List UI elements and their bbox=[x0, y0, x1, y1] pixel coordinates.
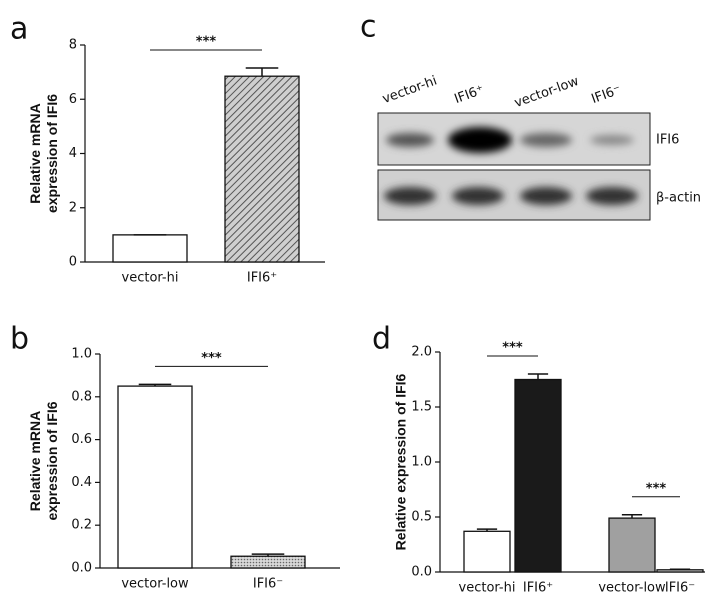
x-tick-label: vector-hi bbox=[122, 271, 179, 286]
lane-label: IFI6⁻ bbox=[589, 83, 623, 107]
bar bbox=[608, 517, 656, 573]
y-tick-label: 2 bbox=[69, 200, 77, 215]
significance-label: *** bbox=[502, 341, 523, 356]
lane-label: vector-hi bbox=[380, 73, 439, 107]
y-tick-label: 0.0 bbox=[411, 565, 432, 580]
y-axis-label: Relative expression of IFI6 bbox=[393, 373, 409, 550]
bar bbox=[117, 385, 193, 569]
x-tick-label: vector-low bbox=[121, 577, 189, 592]
x-tick-label: IFI6⁻ bbox=[665, 581, 695, 596]
y-axis-label: expression of IFI6 bbox=[44, 94, 60, 213]
significance-label: *** bbox=[646, 481, 667, 496]
band-label: β-actin bbox=[656, 191, 701, 206]
y-tick-label: 0.8 bbox=[71, 389, 92, 404]
y-tick-label: 0.4 bbox=[71, 475, 92, 490]
panel-letter: b bbox=[10, 322, 29, 357]
y-axis-label: Relative mRNA bbox=[27, 103, 43, 203]
y-tick-label: 1.0 bbox=[71, 347, 92, 362]
y-tick-label: 6 bbox=[69, 92, 77, 107]
x-tick-label: IFI6⁺ bbox=[247, 271, 277, 286]
band-label: IFI6 bbox=[656, 133, 679, 148]
y-tick-label: 1.0 bbox=[411, 455, 432, 470]
lane-label: IFI6⁺ bbox=[452, 83, 486, 107]
blot-panel: c vector-hi IFI6⁺ vector-low IFI6⁻ IFI6 … bbox=[360, 10, 701, 221]
bands bbox=[384, 127, 638, 205]
bar bbox=[514, 378, 562, 573]
bar bbox=[230, 555, 306, 569]
bar bbox=[112, 234, 188, 263]
x-tick-label: IFI6⁻ bbox=[253, 577, 283, 592]
panel-letter: a bbox=[10, 12, 28, 47]
bar bbox=[224, 75, 300, 263]
x-tick-label: vector-hi bbox=[459, 581, 516, 596]
panel-letter: c bbox=[360, 10, 377, 45]
y-tick-label: 0.6 bbox=[71, 432, 92, 447]
y-tick-label: 0.2 bbox=[71, 518, 92, 533]
y-axis-label: Relative mRNA bbox=[27, 411, 43, 511]
x-tick-label: IFI6⁺ bbox=[523, 581, 553, 596]
y-tick-label: 0 bbox=[69, 255, 77, 270]
y-tick-label: 0.0 bbox=[71, 561, 92, 576]
y-tick-label: 8 bbox=[69, 38, 77, 53]
y-tick-label: 4 bbox=[69, 146, 77, 161]
y-tick-label: 0.5 bbox=[411, 510, 432, 525]
bar bbox=[656, 569, 704, 573]
y-tick-label: 1.5 bbox=[411, 400, 432, 415]
significance-label: *** bbox=[201, 351, 222, 366]
significance-label: *** bbox=[196, 35, 217, 50]
panel-letter: d bbox=[372, 322, 391, 357]
bar bbox=[463, 530, 511, 573]
y-axis-label: expression of IFI6 bbox=[44, 401, 60, 520]
x-tick-label: vector-low bbox=[598, 581, 666, 596]
y-tick-label: 2.0 bbox=[411, 345, 432, 360]
lane-label: vector-low bbox=[512, 74, 581, 111]
